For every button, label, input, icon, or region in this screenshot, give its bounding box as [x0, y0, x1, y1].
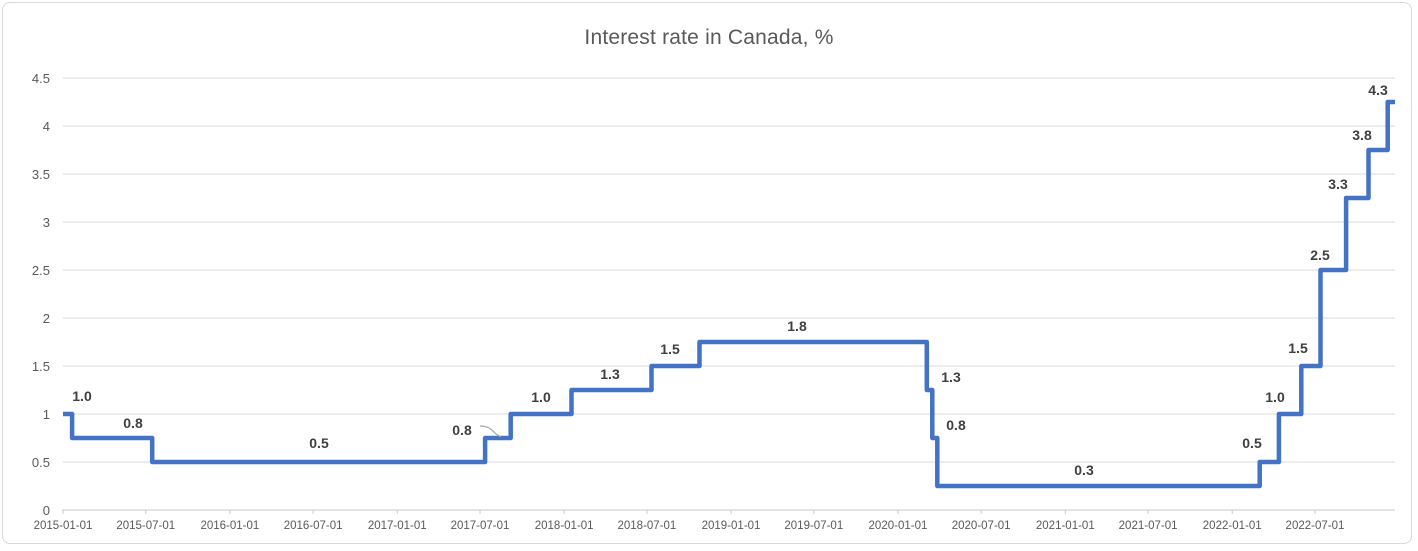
- x-axis-tick-label: 2015-07-01: [116, 520, 176, 532]
- data-label: 0.8: [452, 422, 472, 438]
- y-axis-tick-label: 4.5: [31, 70, 50, 86]
- y-axis-tick-label: 1: [42, 406, 50, 422]
- y-axis-tick-label: 3.5: [31, 166, 50, 182]
- data-label: 0.5: [309, 435, 329, 451]
- data-label: 1.0: [1265, 389, 1285, 405]
- x-axis-tick-label: 2017-01-01: [367, 520, 427, 532]
- x-axis-tick-label: 2018-07-01: [617, 520, 677, 532]
- y-axis-tick-label: 2.5: [31, 262, 50, 278]
- y-axis-tick-label: 3: [42, 214, 50, 230]
- y-axis-tick-label: 1.5: [31, 358, 50, 374]
- data-label: 1.0: [72, 388, 92, 404]
- data-label: 1.5: [660, 341, 680, 357]
- x-axis-tick-label: 2022-07-01: [1285, 520, 1345, 532]
- x-axis-tick-label: 2019-01-01: [701, 520, 761, 532]
- data-label: 4.3: [1368, 82, 1388, 98]
- x-axis-tick-label: 2020-01-01: [868, 520, 928, 532]
- y-axis-tick-label: 0: [42, 502, 50, 518]
- y-axis-tick-label: 4: [42, 118, 50, 134]
- x-axis-tick-label: 2016-01-01: [200, 520, 260, 532]
- data-label: 0.8: [123, 415, 143, 431]
- x-axis-tick-label: 2019-07-01: [784, 520, 844, 532]
- chart-frame: [2, 2, 1412, 544]
- x-axis-tick-label: 2021-07-01: [1118, 520, 1178, 532]
- x-axis-tick-label: 2020-07-01: [951, 520, 1011, 532]
- y-axis-tick-label: 2: [42, 310, 50, 326]
- data-label: 1.8: [787, 318, 807, 334]
- series-step-line: [63, 99, 1395, 489]
- data-label: 1.5: [1288, 340, 1308, 356]
- data-label: 3.8: [1352, 127, 1372, 143]
- data-label: 0.8: [946, 417, 966, 433]
- data-label: 2.5: [1310, 247, 1330, 263]
- x-axis-tick-label: 2016-07-01: [283, 520, 343, 532]
- x-axis-tick-label: 2017-07-01: [450, 520, 510, 532]
- x-axis-tick-label: 2018-01-01: [534, 520, 594, 532]
- data-label: 0.3: [1074, 462, 1094, 478]
- x-axis-tick-label: 2021-01-01: [1035, 520, 1095, 532]
- data-label: 1.3: [600, 366, 620, 382]
- x-axis-tick-label: 2015-01-01: [33, 520, 93, 532]
- y-axis-tick-label: 0.5: [31, 454, 50, 470]
- data-label: 0.5: [1242, 435, 1262, 451]
- data-label: 1.0: [531, 389, 551, 405]
- data-label: 1.3: [941, 369, 961, 385]
- x-axis-tick-label: 2022-01-01: [1202, 520, 1262, 532]
- chart-title: Interest rate in Canada, %: [584, 26, 834, 49]
- data-label: 3.3: [1328, 176, 1348, 192]
- label-leader-line: [479, 425, 502, 438]
